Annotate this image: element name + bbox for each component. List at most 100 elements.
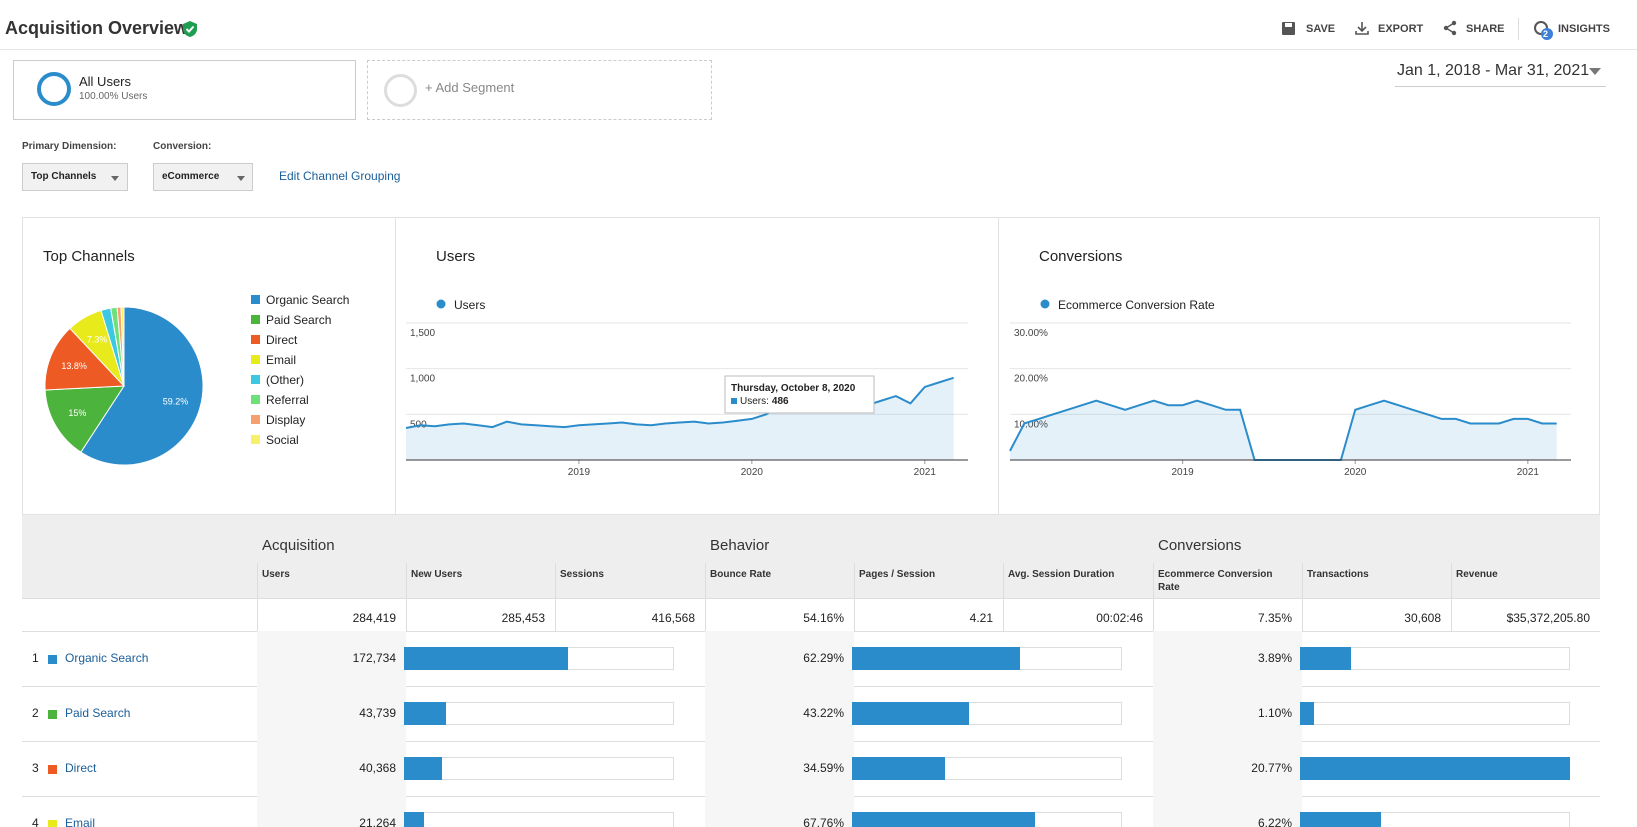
bar: [1300, 647, 1351, 670]
legend-swatch: [251, 395, 260, 404]
column-header: Revenue: [1456, 569, 1498, 580]
rank: 4: [32, 816, 39, 827]
export-button[interactable]: EXPORT: [1378, 23, 1424, 35]
rank: 2: [32, 706, 39, 720]
segment-name: All Users: [79, 74, 132, 89]
insights-badge: 2: [1543, 29, 1549, 39]
total-cell: 4.21: [969, 611, 993, 625]
channel-swatch: [48, 765, 57, 774]
total-cell: 00:02:46: [1096, 611, 1143, 625]
value-cell-bg: [257, 796, 406, 827]
share-icon[interactable]: [1442, 20, 1458, 36]
total-cell: 54.16%: [803, 611, 844, 625]
segment-card[interactable]: [13, 60, 356, 120]
pie-label: 59.2%: [163, 396, 189, 406]
column-header: Pages / Session: [859, 569, 936, 580]
y-tick-label: 1,000: [410, 374, 435, 385]
bar-track: [404, 757, 674, 780]
column-header: Avg. Session Duration: [1008, 569, 1115, 580]
legend-label: Direct: [266, 333, 298, 347]
channel-swatch: [48, 655, 57, 664]
conversion-value: eCommerce: [162, 171, 220, 182]
value-cell-bg: [705, 686, 854, 741]
channel-link[interactable]: Direct: [65, 761, 97, 775]
area: [406, 377, 954, 460]
x-tick-label: 2019: [1171, 467, 1194, 478]
pie-label: 15%: [68, 408, 86, 418]
x-tick-label: 2021: [1517, 467, 1540, 478]
conversion-dropdown[interactable]: [153, 163, 253, 191]
legend-swatch: [251, 435, 260, 444]
legend-dot: [1040, 299, 1050, 309]
value-cell-bg: [705, 741, 854, 796]
value-cell-bg: [257, 686, 406, 741]
export-icon[interactable]: [1354, 20, 1370, 36]
bar: [404, 647, 568, 670]
add-segment-card[interactable]: [367, 60, 712, 120]
column-divider: [555, 563, 556, 631]
rank: 3: [32, 761, 39, 775]
panel-divider: [998, 217, 999, 515]
segment-ring: [37, 72, 71, 106]
column-divider: [1302, 563, 1303, 631]
legend-label: Ecommerce Conversion Rate: [1058, 298, 1215, 312]
column-divider: [854, 563, 855, 631]
save-button[interactable]: SAVE: [1306, 23, 1336, 35]
tooltip-label: Users:: [740, 396, 769, 407]
page-title: Acquisition Overview: [5, 18, 189, 38]
metric-value: 1.10%: [1257, 706, 1292, 720]
legend-swatch: [251, 315, 260, 324]
channel-link[interactable]: Email: [65, 816, 96, 827]
edit-channel-link[interactable]: Edit Channel Grouping: [279, 169, 401, 183]
pie-slice: [80, 306, 204, 466]
value-cell-bg: [1153, 796, 1302, 827]
insights-icon[interactable]: [1532, 19, 1554, 41]
tooltip-value: 486: [772, 396, 789, 407]
save-icon[interactable]: [1281, 21, 1296, 36]
column-header: Ecommerce Conversion Rate: [1158, 569, 1273, 593]
x-tick-label: 2020: [741, 467, 764, 478]
total-cell: 284,419: [352, 611, 396, 625]
pie-label: 13.8%: [61, 361, 87, 371]
y-tick-label: 20.00%: [1014, 374, 1048, 385]
column-divider: [1153, 563, 1154, 631]
insights-button[interactable]: INSIGHTS: [1558, 23, 1610, 35]
channel-swatch: [48, 820, 57, 827]
tooltip-box: [724, 375, 875, 414]
channel-link[interactable]: Paid Search: [65, 706, 131, 720]
tooltip-text: Users: 486: [740, 396, 789, 407]
legend-swatch: [251, 335, 260, 344]
rank: 1: [32, 651, 39, 665]
metric-value: 62.29%: [803, 651, 844, 665]
legend-label: Paid Search: [266, 313, 331, 327]
legend-label: Email: [266, 353, 296, 367]
pie-slice: [44, 385, 125, 453]
primary-dimension-dropdown[interactable]: [22, 163, 128, 191]
legend-swatch: [251, 375, 260, 384]
add-segment-label[interactable]: + Add Segment: [425, 80, 515, 95]
column-divider: [705, 563, 706, 631]
total-cell: 416,568: [651, 611, 695, 625]
legend-label: Users: [454, 298, 485, 312]
bar: [1300, 812, 1381, 827]
group-label: Behavior: [710, 537, 770, 554]
pie-slice: [120, 306, 125, 387]
date-caret[interactable]: [1589, 68, 1601, 76]
verified-icon: [183, 21, 197, 37]
bar-track: [1300, 702, 1570, 725]
channel-link[interactable]: Organic Search: [65, 651, 149, 665]
metric-value: 3.89%: [1257, 651, 1292, 665]
bar: [1300, 757, 1570, 780]
total-cell: 285,453: [501, 611, 545, 625]
top-bar: [0, 0, 1637, 50]
metric-value: 34.59%: [803, 761, 844, 775]
metric-value: 21,264: [359, 816, 396, 827]
y-tick-label: 10.00%: [1014, 419, 1048, 430]
column-header: Sessions: [560, 569, 604, 580]
primary-dimension-label: Primary Dimension:: [22, 141, 117, 152]
date-range[interactable]: Jan 1, 2018 - Mar 31, 2021: [1397, 62, 1590, 79]
share-button[interactable]: SHARE: [1466, 23, 1505, 35]
